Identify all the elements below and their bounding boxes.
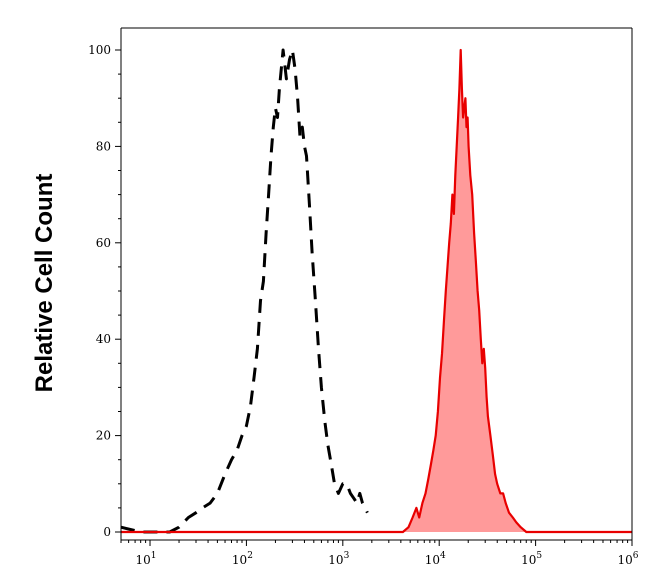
series-1-fill xyxy=(121,50,632,532)
y-axis-label: Relative Cell Count xyxy=(31,174,58,393)
series-0-line xyxy=(120,48,369,534)
x-tick-label-4: 105 xyxy=(521,551,542,567)
x-tick-label-5: 106 xyxy=(617,551,638,567)
tick-layer: 0 20 40 60 80 100 101 102 103 104 105 106 xyxy=(88,43,639,567)
y-tick-label-5: 100 xyxy=(88,43,111,57)
y-tick-label-0: 0 xyxy=(103,525,111,539)
y-tick-label-1: 20 xyxy=(96,429,111,443)
x-tick-label-3: 104 xyxy=(425,551,446,567)
y-tick-label-4: 80 xyxy=(96,139,111,153)
y-tick-label-2: 40 xyxy=(96,332,111,346)
y-tick-label-3: 60 xyxy=(96,236,111,250)
x-tick-label-1: 102 xyxy=(232,551,253,567)
x-tick-label-0: 101 xyxy=(136,551,157,567)
x-tick-label-2: 103 xyxy=(328,551,349,567)
series-layer xyxy=(120,48,632,534)
axes-layer xyxy=(120,27,633,541)
series-1-line xyxy=(121,48,632,534)
